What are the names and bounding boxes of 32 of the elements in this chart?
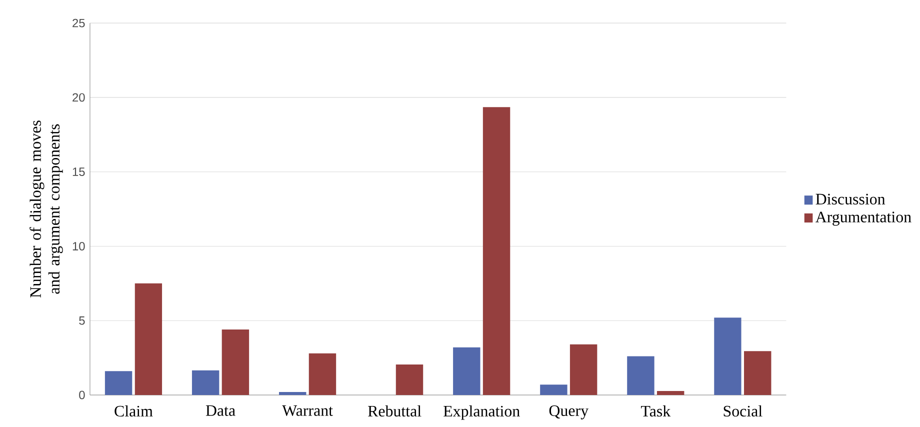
x-tick-label: Data	[206, 405, 236, 416]
bar	[453, 347, 480, 395]
y-tick-label: 15	[72, 168, 85, 176]
bar	[396, 364, 424, 395]
bar	[192, 370, 220, 395]
x-tick-label: Claim	[114, 405, 153, 417]
x-tick-label: Rebuttal	[368, 405, 422, 417]
y-tick-label: 20	[72, 93, 85, 102]
bar	[482, 107, 510, 395]
x-tick-label: Warrant	[282, 405, 333, 416]
bar	[570, 344, 598, 395]
x-tick-label: Social	[724, 405, 762, 417]
bar	[134, 283, 162, 395]
y-axis-title: Number of dialogue moves and argument components	[30, 120, 63, 298]
bar	[222, 329, 250, 395]
bar	[104, 371, 132, 395]
bar	[279, 392, 306, 395]
y-tick-label: 10	[72, 242, 85, 250]
legend-label: Discussion	[816, 194, 886, 204]
x-tick-label: Explanation	[444, 405, 520, 420]
y-tick-label: 5	[79, 316, 85, 325]
legend-label: Argumentation	[815, 212, 912, 226]
bar	[744, 351, 772, 395]
bar	[308, 353, 336, 395]
x-tick-label: Query	[549, 405, 588, 420]
bar	[714, 318, 742, 395]
bar	[656, 390, 684, 395]
y-tick-label: 25	[72, 18, 85, 28]
y-tick-label: 0	[79, 390, 85, 400]
bar	[540, 384, 568, 395]
bar	[627, 356, 654, 395]
x-tick-label: Task	[641, 405, 671, 417]
